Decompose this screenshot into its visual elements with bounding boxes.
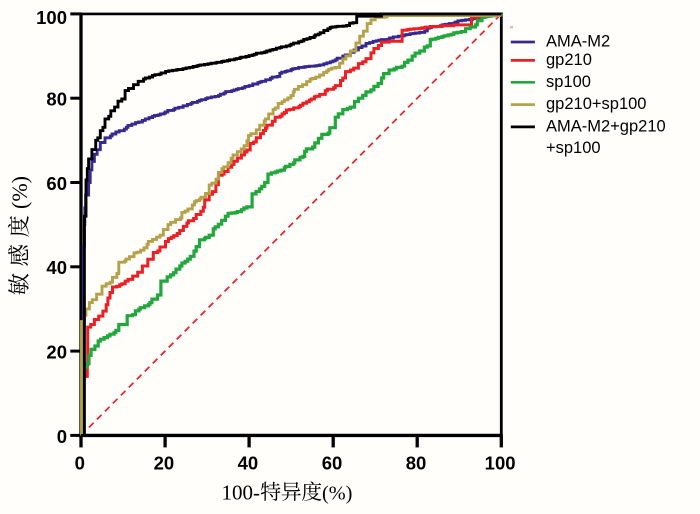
svg-text:100-: 100- (222, 480, 261, 504)
svg-text:40: 40 (238, 453, 259, 474)
svg-text:80: 80 (406, 453, 427, 474)
svg-text:100: 100 (485, 453, 516, 474)
svg-text:0: 0 (57, 426, 67, 447)
svg-text:20: 20 (154, 453, 175, 474)
svg-text:AMA-M2+gp210: AMA-M2+gp210 (546, 117, 666, 135)
svg-text:sp100: sp100 (546, 73, 591, 91)
svg-text:(%): (%) (7, 176, 32, 209)
svg-text:60: 60 (46, 173, 67, 194)
svg-text:60: 60 (322, 453, 343, 474)
svg-text:gp210: gp210 (546, 51, 592, 69)
svg-text:+sp100: +sp100 (546, 139, 601, 157)
svg-text:20: 20 (46, 342, 67, 363)
svg-text:40: 40 (46, 257, 67, 278)
svg-text:AMA-M2: AMA-M2 (546, 33, 610, 51)
svg-text:(%): (%) (322, 482, 352, 504)
svg-text:80: 80 (46, 89, 67, 110)
svg-text:100: 100 (36, 7, 67, 28)
svg-text:gp210+sp100: gp210+sp100 (546, 95, 646, 113)
svg-text:0: 0 (75, 453, 85, 474)
